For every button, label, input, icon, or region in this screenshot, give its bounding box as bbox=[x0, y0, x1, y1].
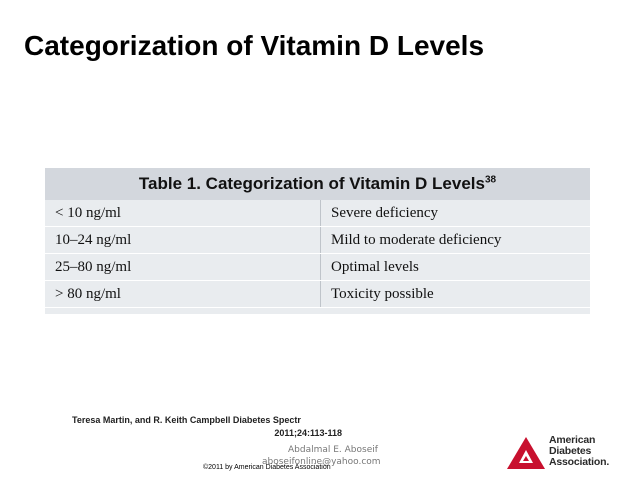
citation-authors: Teresa Martin, and R. Keith Campbell Dia… bbox=[72, 415, 301, 425]
table-caption: Table 1. Categorization of Vitamin D Lev… bbox=[45, 168, 590, 200]
table-cell-level: > 80 ng/ml bbox=[45, 280, 321, 308]
table-row: > 80 ng/ml Toxicity possible bbox=[45, 280, 590, 308]
table-cell-category: Mild to moderate deficiency bbox=[320, 226, 590, 254]
citation: Teresa Martin, and R. Keith Campbell Dia… bbox=[72, 414, 342, 440]
slide-title: Categorization of Vitamin D Levels bbox=[24, 30, 485, 61]
citation-reference: 2011;24:113-118 bbox=[274, 428, 342, 438]
table-caption-text: Table 1. Categorization of Vitamin D Lev… bbox=[139, 174, 496, 194]
ada-logo-line3: Association. bbox=[549, 456, 610, 468]
table-row: < 10 ng/ml Severe deficiency bbox=[45, 200, 590, 227]
ada-logo-line1: American bbox=[549, 434, 596, 446]
vitamin-d-table: < 10 ng/ml Severe deficiency 10–24 ng/ml… bbox=[45, 200, 590, 308]
table-caption-reference: 38 bbox=[484, 174, 497, 186]
table-caption-title: Table 1. Categorization of Vitamin D Lev… bbox=[138, 174, 485, 193]
ada-logo: American Diabetes Association. bbox=[506, 434, 626, 470]
watermark-email: aboseifonline@yahoo.com bbox=[262, 457, 381, 467]
table-cell-level: < 10 ng/ml bbox=[45, 200, 321, 227]
table-cell-category: Toxicity possible bbox=[320, 280, 590, 308]
table-cell-category: Optimal levels bbox=[320, 253, 590, 281]
ada-logo-text: American Diabetes Association. bbox=[549, 435, 609, 468]
table-row: 10–24 ng/ml Mild to moderate deficiency bbox=[45, 226, 590, 254]
ada-logo-line2: Diabetes bbox=[549, 445, 592, 457]
table-cell-level: 25–80 ng/ml bbox=[45, 253, 321, 281]
watermark-author: Abdalmal E. Aboseif bbox=[288, 445, 378, 455]
table-row: 25–80 ng/ml Optimal levels bbox=[45, 253, 590, 281]
vitamin-d-table-figure: Table 1. Categorization of Vitamin D Lev… bbox=[45, 168, 590, 314]
table-cell-level: 10–24 ng/ml bbox=[45, 226, 321, 254]
copyright-notice: ©2011 by American Diabetes Association bbox=[203, 464, 331, 471]
table-cell-category: Severe deficiency bbox=[320, 200, 590, 227]
ada-triangle-icon bbox=[507, 437, 545, 469]
